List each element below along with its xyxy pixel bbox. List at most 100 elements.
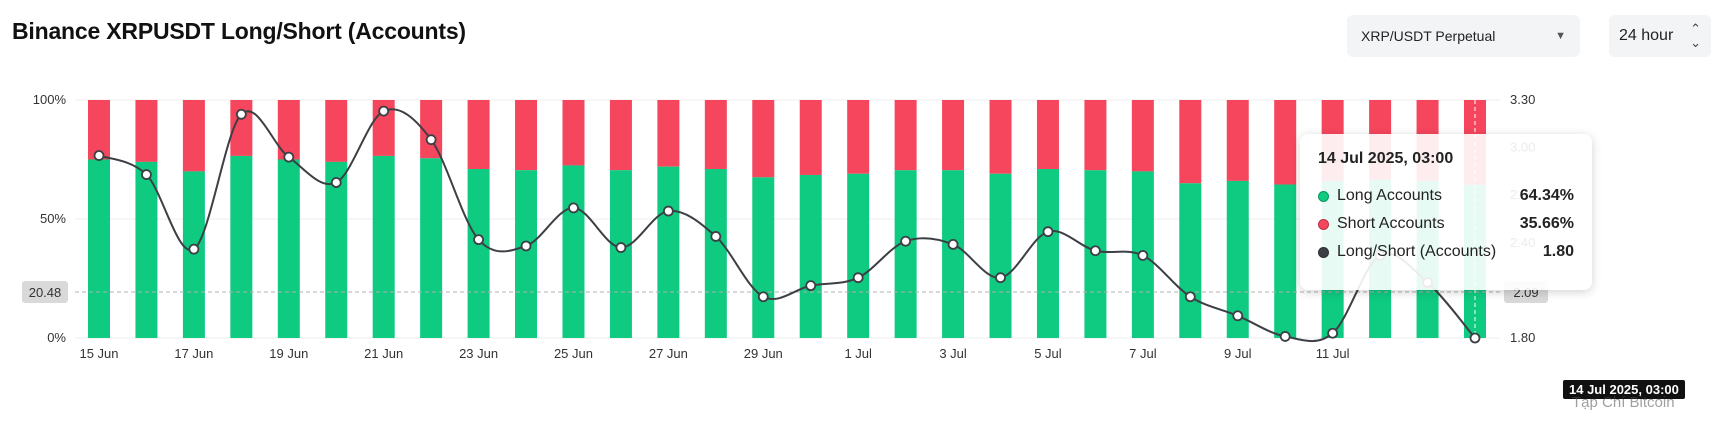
ratio-point	[805, 280, 817, 292]
bar-long	[515, 170, 538, 338]
ratio-point	[1469, 332, 1481, 344]
ratio-point	[1137, 250, 1149, 261]
bar-long	[704, 169, 727, 338]
y-right-tick-label: 1.80	[1510, 330, 1535, 345]
bar-short	[372, 100, 395, 156]
bar-short	[230, 100, 253, 156]
page-title: Binance XRPUSDT Long/Short (Accounts)	[12, 18, 466, 44]
bar-long	[942, 170, 965, 338]
ratio-point	[520, 240, 532, 252]
ratio-point	[283, 151, 295, 163]
bar-long	[88, 159, 110, 338]
ratio-point	[995, 272, 1006, 284]
ratio-point	[568, 202, 579, 214]
bar-long	[372, 155, 395, 338]
x-tick-label: 17 Jun	[174, 346, 213, 361]
bar-long	[989, 173, 1012, 338]
bar-long	[277, 159, 300, 338]
ratio-point	[1042, 226, 1054, 238]
tooltip-row-long: Long Accounts 64.34%	[1318, 182, 1574, 210]
long-dot-icon	[1318, 190, 1329, 202]
ratio-point	[93, 150, 105, 161]
x-tick-label: 23 Jun	[459, 346, 498, 361]
bar-long	[1226, 180, 1249, 338]
bar-short	[1274, 100, 1297, 185]
bar-short	[704, 100, 727, 170]
x-tick-label: 9 Jul	[1224, 346, 1252, 361]
ratio-point	[235, 108, 247, 120]
bar-long	[1274, 184, 1297, 338]
bar-long	[752, 177, 775, 338]
ratio-point	[330, 177, 342, 188]
tooltip-value: 35.66%	[1519, 215, 1574, 232]
tooltip-date: 14 Jul 2025, 03:00	[1318, 150, 1454, 167]
ratio-line	[98, 108, 1476, 342]
x-tick-label: 25 Jun	[554, 346, 593, 361]
x-tick-label: 19 Jun	[269, 346, 308, 361]
ratio-point	[473, 234, 484, 246]
bar-short	[1226, 100, 1249, 181]
bar-short	[1036, 100, 1059, 170]
bar-short	[1179, 100, 1202, 184]
pair-select[interactable]: XRP/USDT Perpetual ▼	[1347, 15, 1580, 57]
y-left-tick-label: 0%	[47, 330, 66, 345]
ratio-point	[947, 238, 959, 250]
short-dot-icon	[1318, 218, 1329, 230]
bar-long	[1036, 169, 1059, 338]
bar-short	[942, 100, 965, 171]
bar-short	[515, 100, 538, 171]
ratio-point	[1327, 327, 1339, 339]
chevron-updown-icon: ⌃ ⌄	[1690, 21, 1701, 50]
bar-short	[1131, 100, 1154, 172]
y-left-tick-label: 50%	[40, 211, 66, 226]
x-tick-label: 5 Jul	[1034, 346, 1062, 361]
ratio-point	[1279, 331, 1291, 342]
x-tick-label: 1 Jul	[844, 346, 872, 361]
bar-short	[420, 100, 443, 159]
crosshair-x-label: 14 Jul 2025, 03:00	[1563, 380, 1685, 399]
x-tick-label: 29 Jun	[744, 346, 783, 361]
bar-long	[1179, 183, 1202, 338]
ratio-point	[615, 242, 627, 253]
ratio-point	[378, 105, 390, 117]
ratio-point	[141, 169, 152, 180]
bar-long	[894, 170, 917, 338]
watermark: Tạp Chí Bitcoin	[1572, 394, 1675, 411]
bar-long	[799, 174, 822, 338]
y-left-tick-label: 100%	[33, 92, 67, 107]
bar-short	[752, 100, 775, 178]
ratio-point	[425, 134, 437, 146]
ratio-point	[662, 205, 674, 217]
ratio-point	[188, 243, 200, 255]
crosshair-left-label: 20.48	[29, 285, 62, 300]
bar-long	[847, 173, 870, 338]
x-tick-label: 21 Jun	[364, 346, 403, 361]
ratio-point	[1090, 245, 1101, 257]
ratio-point	[1232, 310, 1244, 322]
bar-long	[609, 170, 632, 338]
bar-short	[562, 100, 585, 166]
tooltip-row-ratio: Long/Short (Accounts) 1.80	[1318, 238, 1574, 266]
ratio-point	[1184, 291, 1196, 303]
bar-long	[467, 169, 490, 338]
range-select[interactable]: 24 hour ⌃ ⌄	[1609, 15, 1711, 57]
x-tick-label: 15 Jun	[79, 346, 118, 361]
x-tick-label: 27 Jun	[649, 346, 688, 361]
bar-long	[230, 155, 253, 338]
tooltip-label: Short Accounts	[1337, 215, 1445, 232]
crosshair-left-badge	[22, 280, 68, 303]
bar-long	[325, 161, 348, 338]
ratio-point	[710, 231, 722, 242]
bar-long	[135, 161, 158, 338]
bar-short	[894, 100, 917, 171]
chevron-down-icon: ▼	[1555, 30, 1566, 42]
bar-short	[135, 100, 158, 162]
chart-tooltip: 14 Jul 2025, 03:00 Long Accounts 64.34% …	[1300, 134, 1592, 290]
bar-short	[467, 100, 490, 170]
bar-long	[562, 165, 585, 338]
x-tick-label: 11 Jul	[1316, 346, 1350, 361]
bar-short	[182, 100, 205, 172]
ratio-point	[852, 272, 864, 284]
y-right-tick-label: 3.30	[1510, 92, 1535, 107]
tooltip-value: 1.80	[1542, 243, 1574, 260]
